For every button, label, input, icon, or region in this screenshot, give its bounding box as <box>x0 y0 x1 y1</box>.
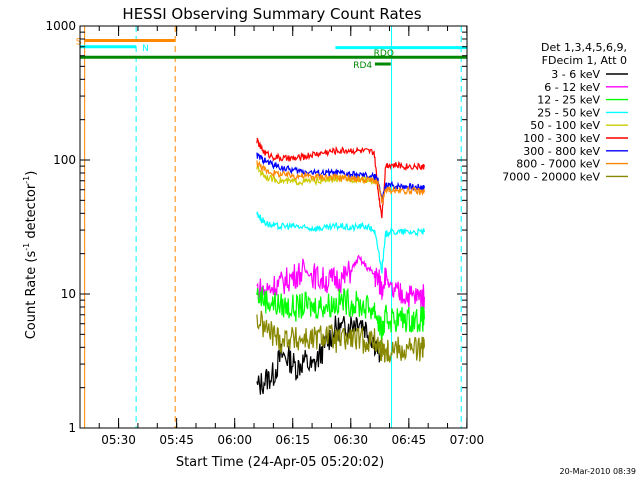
legend-header-1: FDecim 1, Att 0 <box>542 54 627 67</box>
x-tick-label-5: 06:45 <box>392 433 427 447</box>
x-axis-label: Start Time (24-Apr-05 05:20:02) <box>176 455 384 470</box>
status-label-rdo: RDO <box>374 49 394 59</box>
x-tick-label-4: 06:30 <box>333 433 368 447</box>
x-tick-label-0: 05:30 <box>101 433 136 447</box>
status-label-s: S <box>76 37 82 47</box>
legend-label-1: 6 - 12 keV <box>544 81 600 94</box>
x-tick-label-1: 05:45 <box>159 433 194 447</box>
data-series <box>256 137 425 395</box>
y-axis-label: Count Rate (s-1 detector-1) <box>22 171 39 340</box>
series-line-2 <box>256 287 425 345</box>
legend: Det 1,3,4,5,6,9,FDecim 1, Att 03 - 6 keV… <box>502 41 628 183</box>
svg-text:Count Rate (s-1 detector-1): Count Rate (s-1 detector-1) <box>22 171 39 340</box>
legend-label-7: 800 - 7000 keV <box>516 158 600 171</box>
legend-label-5: 100 - 300 keV <box>523 132 600 145</box>
legend-label-3: 25 - 50 keV <box>537 106 600 119</box>
plot-frame <box>79 25 468 429</box>
ylabel-sup2: -1 <box>22 176 31 184</box>
series-line-5 <box>256 137 425 219</box>
x-tick-label-6: 07:00 <box>450 433 485 447</box>
legend-label-2: 12 - 25 keV <box>537 94 600 107</box>
series-line-4 <box>256 165 379 187</box>
vertical-markers <box>84 26 462 428</box>
y-tick-label-1: 10 <box>61 287 76 301</box>
series-line-0 <box>256 315 381 395</box>
series-line-8 <box>256 310 425 363</box>
legend-label-4: 50 - 100 keV <box>530 119 600 132</box>
status-label-n: N <box>142 44 149 54</box>
legend-header-0: Det 1,3,4,5,6,9, <box>541 41 627 54</box>
series-line-7 <box>256 160 425 205</box>
x-tick-label-3: 06:15 <box>275 433 310 447</box>
x-tick-label-2: 06:00 <box>217 433 252 447</box>
series-line-3 <box>256 211 425 274</box>
y-tick-label-2: 100 <box>53 153 76 167</box>
series-line-6 <box>256 152 425 202</box>
series-line-1 <box>256 254 425 311</box>
legend-label-8: 7000 - 20000 keV <box>502 170 600 183</box>
axes: 1 10 100 1000 05:30 05:45 06:00 06:15 06:30 06:45… <box>45 19 484 447</box>
ylabel-sup: -1 <box>22 243 31 251</box>
legend-label-0: 3 - 6 keV <box>551 68 600 81</box>
y-tick-label-0: 1 <box>68 421 76 435</box>
footer-stamp: 20-Mar-2010 08:39 <box>560 467 637 476</box>
status-label-rd4: RD4 <box>353 61 372 71</box>
legend-label-6: 300 - 800 keV <box>523 145 600 158</box>
chart-title: HESSI Observing Summary Count Rates <box>122 5 421 23</box>
y-tick-label-3: 1000 <box>45 19 76 33</box>
